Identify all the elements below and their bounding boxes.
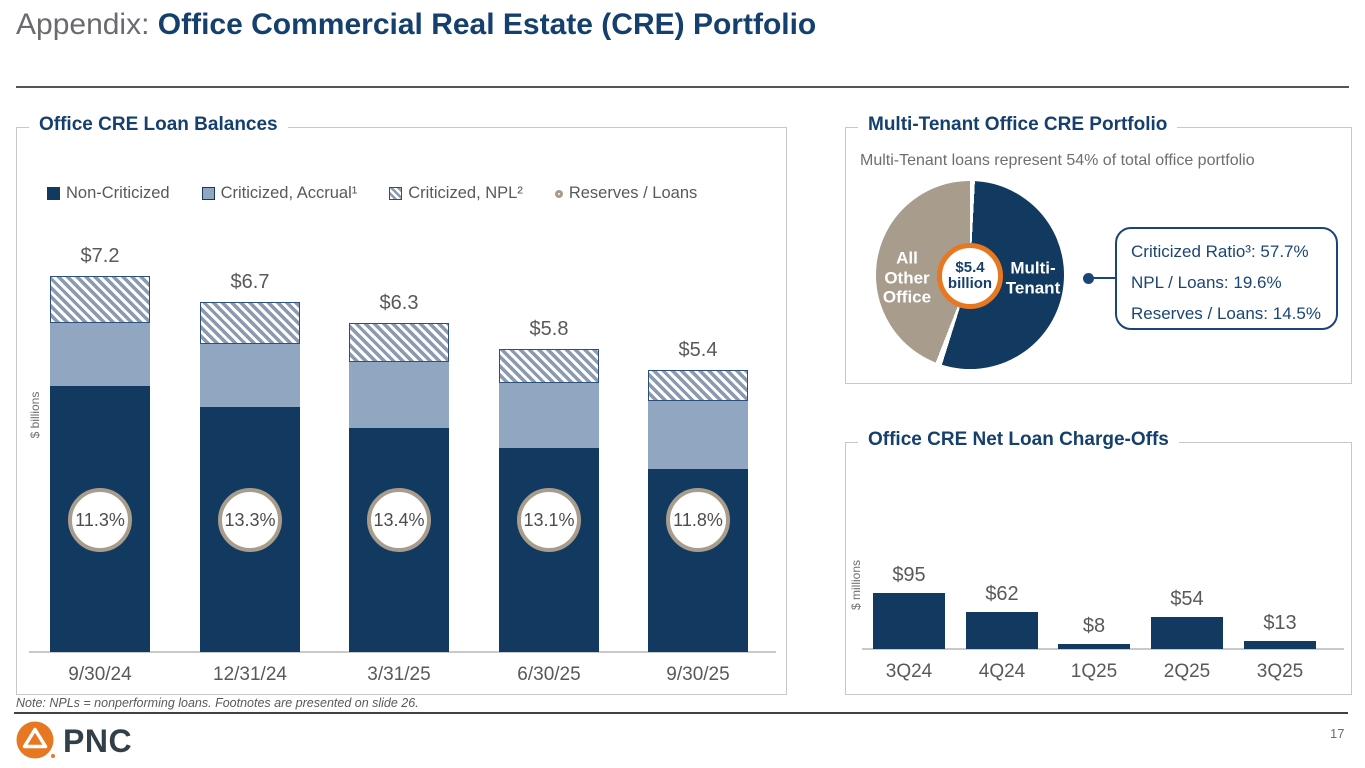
loan-bar: $6.3 13.4% [349,292,449,652]
loan-balances-title: Office CRE Loan Balances [29,114,288,136]
pie-slice-label-multi-tenant: Multi- Tenant [1005,258,1061,297]
segment-criticized-npl [349,323,449,363]
charge-off-value-label: $13 [1263,612,1297,635]
loan-balances-chart: $7.2 11.3% 9/30/24 $6.7 13.3% 12/31/24 $6.3 13.… [29,238,776,685]
page-title-prefix: Appendix: [16,8,158,41]
legend-label: Non-Criticized [66,184,170,202]
segment-criticized-accrual [648,401,748,470]
segment-criticized-npl [648,370,748,402]
loan-bar: $5.8 13.1% [499,318,599,652]
criticized-npl-swatch-icon [389,187,403,200]
loan-bar: $5.4 11.8% [648,339,748,652]
segment-criticized-accrual [349,362,449,428]
x-axis-label: 9/30/25 [666,664,730,685]
legend-item-criticized-accrual: Criticized, Accrual¹ [201,184,358,203]
x-axis-label: 2Q25 [1163,661,1211,682]
header-divider [16,86,1349,88]
loans-y-axis-label: $ billions [28,391,42,439]
segment-criticized-npl [200,302,300,345]
charge-off-bar: $62 [966,583,1038,649]
charge-off-bar: $54 [1151,588,1223,649]
charge-off-value-label: $62 [985,583,1019,606]
reserves-ring-swatch-icon [554,189,563,198]
multi-tenant-subtitle: Multi-Tenant loans represent 54% of tota… [860,152,1255,169]
x-axis-label: 9/30/24 [68,664,132,685]
legend-label: Reserves / Loans [568,184,698,202]
segment-criticized-accrual [50,323,150,386]
segment-criticized-npl [499,349,599,384]
footer-divider [14,712,1348,714]
charge-offs-title: Office CRE Net Loan Charge-Offs [858,429,1179,451]
charge-off-bar: $8 [1058,615,1130,649]
x-axis-label: 3/31/25 [367,664,431,685]
charge-off-bar: $13 [1244,612,1316,649]
pie-slice-label-all-other-office: All Other Office [882,248,932,307]
callout-npl-loans: NPL / Loans: 19.6% [1131,273,1282,292]
criticized-accrual-swatch-icon [201,187,215,200]
x-axis-label: 1Q25 [1070,661,1118,682]
x-axis-label: 4Q24 [978,661,1026,682]
charge-offs-chart: $95 3Q24 $62 4Q24 $8 1Q25 $54 2Q25 $13 3Q25 [856,563,1344,682]
callout-connector-line [1093,277,1117,279]
multi-tenant-title: Multi-Tenant Office CRE Portfolio [858,114,1178,136]
loan-bar: $6.7 13.3% [200,271,300,652]
x-axis-label: 6/30/25 [517,664,581,685]
multi-tenant-stats-callout: Criticized Ratio³: 57.7% NPL / Loans: 19… [1115,227,1338,330]
pnc-wordmark: PNC [63,722,133,759]
bar-total-label: $6.7 [230,271,270,294]
segment-criticized-npl [50,276,150,324]
x-axis-label: 3Q25 [1256,661,1304,682]
page-title-main: Office Commercial Real Estate (CRE) Port… [157,8,817,41]
legend-label: Criticized, Accrual¹ [220,184,358,202]
charge-off-value-label: $54 [1170,588,1204,611]
multi-tenant-panel: Multi-Tenant Office CRE Portfolio Multi-… [845,114,1352,384]
reserves-to-loans-badge: 13.3% [218,488,282,552]
callout-connector-dot [1083,273,1094,284]
x-axis-label: 3Q24 [885,661,933,682]
pie-center-value: $5.4 [955,258,985,276]
bar-total-label: $6.3 [379,292,419,315]
legend-item-reserves-loans: Reserves / Loans [554,184,698,203]
legend-item-criticized-npl: Criticized, NPL² [389,184,523,203]
pnc-logo-mark-icon [16,721,55,759]
x-axis-label: 12/31/24 [213,664,287,685]
page-number: 17 [1330,726,1345,741]
callout-criticized-ratio: Criticized Ratio³: 57.7% [1131,242,1309,261]
loans-x-axis-line [29,651,776,653]
multi-tenant-pie-chart: All Other Office Multi- Tenant $5.4 bill… [876,181,1064,369]
footnote-text: Note: NPLs = nonperforming loans. Footno… [16,696,419,710]
pie-center-badge: $5.4 billion [937,243,1003,309]
bar-total-label: $7.2 [80,245,120,268]
reserves-to-loans-badge: 13.4% [367,488,431,552]
charge-offs-x-axis-line [862,648,1344,650]
non-criticized-swatch-icon [47,187,60,200]
segment-criticized-accrual [499,383,599,449]
charge-off-value-label: $95 [892,563,926,586]
pie-center-unit: billion [947,275,993,292]
loan-balances-panel: Office CRE Loan Balances Non-Criticized … [16,114,787,695]
reserves-to-loans-badge: 11.8% [666,488,730,552]
charge-offs-panel: Office CRE Net Loan Charge-Offs $ millio… [845,429,1352,695]
charge-off-value-label: $8 [1082,615,1106,638]
charge-off-bar: $95 [873,564,945,649]
legend-label: Criticized, NPL² [408,184,523,202]
loan-balances-legend: Non-Criticized Criticized, Accrual¹ Crit… [47,184,697,203]
bar-total-label: $5.4 [678,339,718,362]
page-title: Appendix: Office Commercial Real Estate … [16,8,816,42]
loan-bar: $7.2 11.3% [50,245,150,652]
bar-total-label: $5.8 [529,318,569,341]
reserves-to-loans-badge: 11.3% [68,488,132,552]
segment-criticized-accrual [200,344,300,407]
callout-reserves-loans: Reserves / Loans: 14.5% [1131,304,1321,323]
pnc-logo: PNC [16,721,132,761]
reserves-to-loans-badge: 13.1% [517,488,581,552]
legend-item-non-criticized: Non-Criticized [47,184,170,203]
